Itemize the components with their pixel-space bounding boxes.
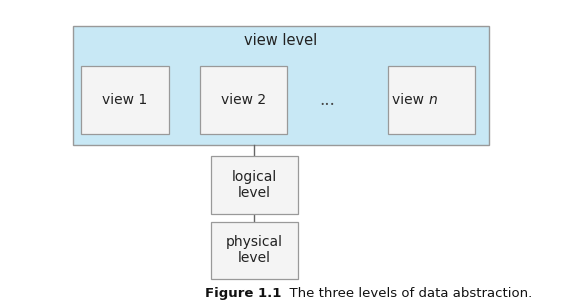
Text: logical
level: logical level [232,170,277,200]
Bar [211,156,298,214]
Text: view 2: view 2 [220,93,266,107]
Text: view: view [392,93,428,107]
Text: Figure 1.1: Figure 1.1 [205,287,281,300]
Bar [211,222,298,279]
Text: ...: ... [319,91,335,109]
Text: view level: view level [244,33,318,47]
Text: physical
level: physical level [226,235,283,265]
Bar [73,26,489,145]
Bar [388,66,475,134]
Text: n: n [428,93,437,107]
Text: view 1: view 1 [102,93,148,107]
Bar [81,66,169,134]
Text: The three levels of data abstraction.: The three levels of data abstraction. [281,287,532,300]
Bar [200,66,287,134]
